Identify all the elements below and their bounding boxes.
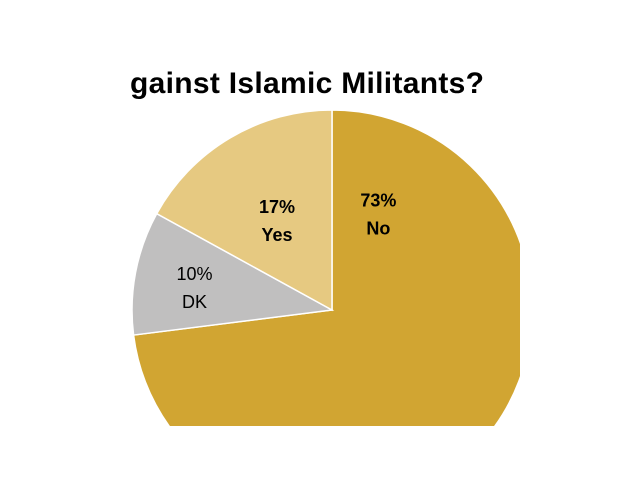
- slice-value-label-dk: 10%: [176, 264, 212, 284]
- slice-category-label-yes: Yes: [262, 225, 293, 245]
- slice-category-label-dk: DK: [182, 292, 207, 312]
- chart-title: gainst Islamic Militants?: [130, 67, 485, 100]
- slice-category-label-no: No: [366, 218, 390, 238]
- pie-slice-dk: [131, 212, 335, 336]
- slice-value-label-yes: 17%: [259, 197, 295, 217]
- slice-value-label-no: 73%: [360, 190, 396, 210]
- pie-chart: 73% No 10% DK 17% Yes: [131, 109, 520, 426]
- pie-slices: [131, 109, 520, 426]
- pie-slice-yes: [155, 109, 333, 312]
- chart-area: 73% No 10% DK 17% Yes gainst Islamic Militant…: [118, 54, 520, 426]
- pie-slice-no: [132, 109, 520, 426]
- pie-labels: 73% No 10% DK 17% Yes: [176, 190, 396, 311]
